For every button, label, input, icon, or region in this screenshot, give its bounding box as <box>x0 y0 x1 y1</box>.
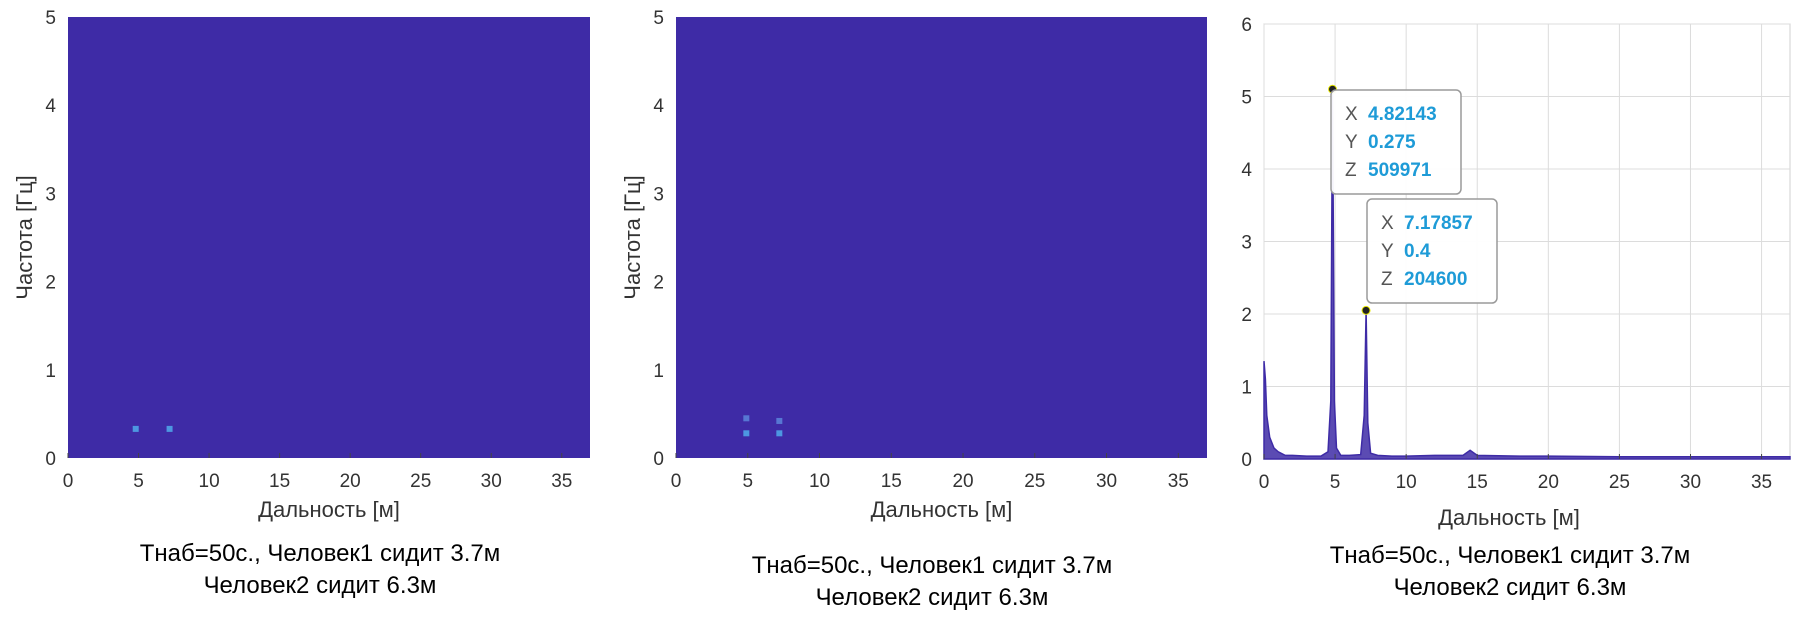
caption-right-line-2: Человек2 сидит 6.3м <box>1393 574 1627 601</box>
x-tick-label: 20 <box>952 471 973 492</box>
x-tick-label: 30 <box>481 471 502 492</box>
datatip-value: 0.4 <box>1404 241 1431 262</box>
datatip-box <box>1330 89 1462 195</box>
datatip-value: 4.82143 <box>1368 104 1437 125</box>
x-tick-label: 15 <box>269 471 290 492</box>
x-tick-label: 25 <box>1024 471 1045 492</box>
x-tick-label: 35 <box>551 471 572 492</box>
heatmap-hotspot <box>743 415 750 422</box>
y-tick-label: 1 <box>1241 378 1252 399</box>
y-tick-label: 4 <box>45 96 56 117</box>
x-tick-label: 0 <box>671 471 682 492</box>
caption-right: Тнаб=50с., Человек1 сидит 3.7м Человек2 … <box>1220 540 1800 604</box>
caption-left-line-2: Человек2 сидит 6.3м <box>203 572 437 599</box>
heatmap-hotspot <box>166 425 173 432</box>
y-tick-label: 2 <box>1241 305 1252 326</box>
datatip-label: Y <box>1381 241 1394 262</box>
caption-left: Тнаб=50с., Человек1 сидит 3.7м Человек2 … <box>30 538 610 602</box>
y-tick-label: 0 <box>653 449 664 470</box>
y-tick-label: 1 <box>45 361 56 382</box>
chart-1: 0 5 10 15 20 25 30 35 0 1 2 3 4 5 Дальность [м] Частота… <box>12 8 590 522</box>
series-line <box>1263 89 1791 460</box>
y-tick-label: 3 <box>1241 233 1252 254</box>
caption-middle-line-1: Тнаб=50с., Человек1 сидит 3.7м <box>751 552 1113 579</box>
y-tick-label: 0 <box>1241 450 1252 471</box>
datatip-2: X 7.17857 Y 0.4 Z 204600 <box>1366 198 1498 304</box>
y-axis-label: Частота [Гц] <box>620 175 645 299</box>
datatip-label: Z <box>1381 269 1393 290</box>
x-axis-label: Дальность [м] <box>1438 505 1580 530</box>
x-tick-label: 15 <box>881 471 902 492</box>
datatip-value: 204600 <box>1404 269 1467 290</box>
y-tick-label: 4 <box>1241 160 1252 181</box>
x-tick-label: 35 <box>1751 472 1772 493</box>
x-tick-label: 0 <box>1259 472 1270 493</box>
x-tick-label: 5 <box>1330 472 1341 493</box>
datatip-label: Z <box>1345 160 1357 181</box>
y-tick-label: 3 <box>653 184 664 205</box>
caption-right-line-1: Тнаб=50с., Человек1 сидит 3.7м <box>1329 542 1691 569</box>
datatip-marker <box>1361 305 1371 315</box>
datatip-1: X 4.82143 Y 0.275 Z 509971 <box>1330 89 1462 195</box>
y-tick-label: 0 <box>45 449 56 470</box>
x-tick-label: 20 <box>340 471 361 492</box>
y-tick-label: 5 <box>1241 88 1252 109</box>
x-tick-label: 10 <box>199 471 220 492</box>
datatip-label: Y <box>1345 132 1358 153</box>
datatip-value: 509971 <box>1368 160 1432 181</box>
x-tick-label: 10 <box>1396 472 1417 493</box>
caption-middle-line-2: Человек2 сидит 6.3м <box>815 584 1049 611</box>
heatmap-background <box>676 17 1207 458</box>
x-tick-label: 30 <box>1680 472 1701 493</box>
x-tick-label: 0 <box>63 471 74 492</box>
y-tick-label: 4 <box>653 96 664 117</box>
x-tick-label: 25 <box>1609 472 1630 493</box>
y-tick-label: 1 <box>653 361 664 382</box>
x-tick-label: 10 <box>809 471 830 492</box>
y-tick-label: 3 <box>45 184 56 205</box>
heatmap-hotspot <box>776 417 783 424</box>
y-axis-label: Частота [Гц] <box>12 175 37 299</box>
x-axis-label: Дальность [м] <box>871 497 1013 522</box>
datatip-label: X <box>1345 104 1358 125</box>
x-tick-label: 30 <box>1096 471 1117 492</box>
x-tick-label: 5 <box>133 471 144 492</box>
x-tick-label: 35 <box>1168 471 1189 492</box>
datatip-box <box>1366 198 1498 304</box>
caption-middle: Тнаб=50с., Человек1 сидит 3.7м Человек2 … <box>642 550 1222 614</box>
x-axis-label: Дальность [м] <box>258 497 400 522</box>
x-tick-label: 5 <box>742 471 753 492</box>
x-tick-label: 15 <box>1467 472 1488 493</box>
datatip-value: 7.17857 <box>1404 213 1473 234</box>
heatmap-hotspot <box>776 430 783 437</box>
y-tick-label: 2 <box>45 273 56 294</box>
datatip-value: 0.275 <box>1368 132 1416 153</box>
heatmap-background <box>68 17 590 458</box>
y-tick-label: 6 <box>1241 15 1252 36</box>
chart-2: 0 5 10 15 20 25 30 35 0 1 2 3 4 5 Дальность [м] Частота… <box>620 8 1207 522</box>
heatmap-hotspot <box>132 425 139 432</box>
y-tick-label: 5 <box>45 8 56 29</box>
y-tick-label: 2 <box>653 273 664 294</box>
y-tick-label: 5 <box>653 8 664 29</box>
caption-left-line-1: Тнаб=50с., Человек1 сидит 3.7м <box>139 540 501 567</box>
x-tick-label: 25 <box>410 471 431 492</box>
datatip-label: X <box>1381 213 1394 234</box>
heatmap-hotspot <box>743 430 750 437</box>
x-tick-label: 20 <box>1538 472 1559 493</box>
